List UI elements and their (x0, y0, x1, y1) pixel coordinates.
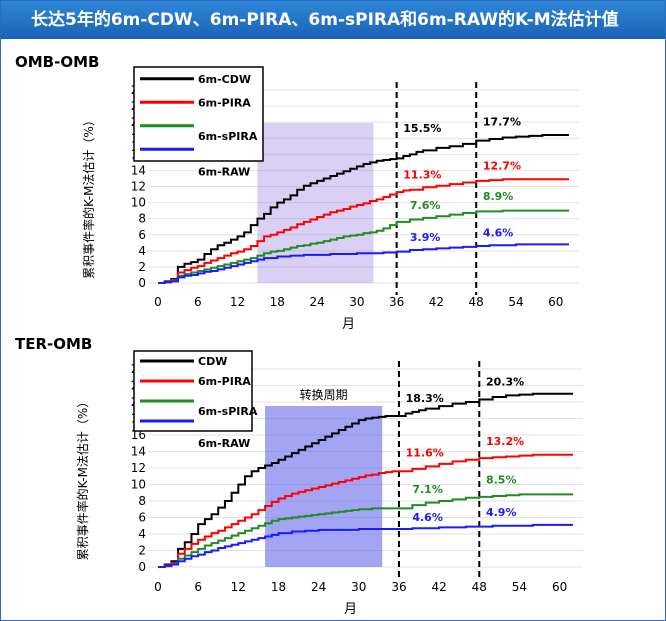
chart-ter-omb: TER-OMB转换周期02468101214161820222406121824… (15, 335, 583, 617)
x-tick-label: 60 (552, 580, 567, 594)
chart-omb-omb: OMB-OMB024681012141618202224061218243036… (15, 53, 579, 332)
y-tick-label: 8 (138, 212, 146, 226)
data-label: 13.2% (486, 435, 524, 448)
data-label: 4.6% (412, 511, 443, 524)
legend-label: 6m-PIRA (198, 96, 251, 109)
x-tick-label: 30 (351, 580, 366, 594)
y-tick-label: 4 (138, 244, 146, 258)
y-tick-label: 0 (138, 276, 146, 290)
legend-label: 6m-PIRA (198, 375, 251, 388)
data-label: 12.7% (483, 160, 521, 173)
x-tick-label: 18 (271, 580, 286, 594)
data-label: 20.3% (486, 376, 524, 389)
x-tick-label: 24 (309, 295, 324, 309)
x-tick-label: 36 (391, 580, 406, 594)
data-label: 7.6% (410, 199, 441, 212)
x-tick-label: 48 (472, 580, 487, 594)
x-tick-label: 42 (429, 295, 444, 309)
x-tick-label: 12 (230, 295, 245, 309)
x-tick-label: 0 (154, 580, 162, 594)
shaded-region-label: 转换周期 (300, 387, 348, 402)
y-tick-label: 10 (131, 196, 146, 210)
x-tick-label: 6 (194, 295, 202, 309)
y-tick-label: 8 (138, 494, 146, 508)
legend-box (133, 350, 253, 432)
data-label: 3.9% (410, 231, 441, 244)
data-label: 11.6% (406, 446, 444, 459)
x-tick-label: 42 (431, 580, 446, 594)
y-tick-label: 14 (131, 445, 146, 459)
y-tick-label: 10 (131, 478, 146, 492)
data-label: 8.5% (486, 474, 517, 487)
x-tick-label: 60 (548, 295, 563, 309)
x-tick-label: 18 (270, 295, 285, 309)
y-tick-label: 6 (138, 511, 146, 525)
y-tick-label: 4 (138, 527, 146, 541)
page-title: 长达5年的6m-CDW、6m-PIRA、6m-sPIRA和6m-RAW的K-M法… (1, 1, 665, 39)
chart-title: TER-OMB (15, 335, 92, 353)
series-line-6m-cdw (158, 134, 569, 284)
series-line-6m-raw (158, 243, 569, 284)
data-label: 7.1% (412, 483, 443, 496)
data-label: 11.3% (403, 168, 441, 181)
x-axis-label: 月 (342, 317, 355, 332)
y-tick-label: 2 (138, 260, 146, 274)
legend-box (133, 66, 264, 162)
y-tick-label: 14 (131, 163, 146, 177)
x-tick-label: 24 (311, 580, 326, 594)
data-label: 15.5% (403, 122, 441, 135)
y-axis-label: 累积事件率的K-M法估计（%） (81, 114, 96, 279)
legend-label: 6m-RAW (198, 437, 250, 450)
legend-label: 6m-RAW (198, 165, 250, 178)
chart-title: OMB-OMB (15, 53, 99, 71)
data-label: 8.9% (483, 190, 514, 203)
x-tick-label: 54 (512, 580, 527, 594)
y-axis-label: 累积事件率的K-M法估计（%） (75, 396, 90, 561)
data-label: 4.9% (486, 506, 517, 519)
series-line-6m-spira (158, 209, 569, 284)
x-tick-label: 30 (349, 295, 364, 309)
series-line-6m-spira (158, 493, 573, 568)
x-tick-label: 12 (231, 580, 246, 594)
x-axis-label: 月 (344, 602, 357, 617)
data-label: 17.7% (483, 115, 521, 128)
series-line-cdw (158, 392, 573, 568)
x-tick-label: 36 (389, 295, 404, 309)
series-line-6m-raw (158, 523, 573, 568)
data-label: 4.6% (483, 226, 514, 239)
y-tick-label: 0 (138, 560, 146, 574)
legend-label: CDW (198, 355, 227, 368)
x-tick-label: 6 (194, 580, 202, 594)
y-tick-label: 6 (138, 228, 146, 242)
x-tick-label: 54 (508, 295, 523, 309)
legend-label: 6m-CDW (198, 73, 251, 86)
x-tick-label: 0 (154, 295, 162, 309)
legend-label: 6m-sPIRA (198, 130, 258, 143)
data-label: 18.3% (406, 392, 444, 405)
series-line-6m-pira (158, 178, 569, 284)
legend-label: 6m-sPIRA (198, 405, 258, 418)
y-tick-label: 2 (138, 544, 146, 558)
x-tick-label: 48 (469, 295, 484, 309)
series-line-6m-pira (158, 453, 573, 568)
y-tick-label: 12 (131, 180, 146, 194)
y-tick-label: 12 (131, 461, 146, 475)
